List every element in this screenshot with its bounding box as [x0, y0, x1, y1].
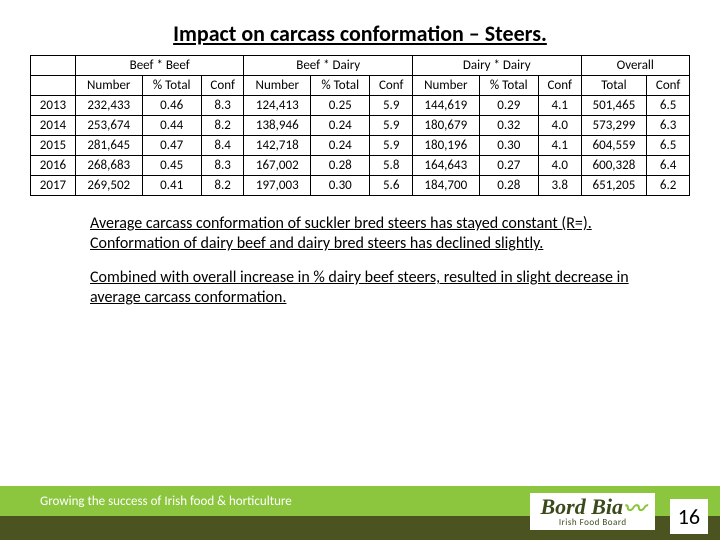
logo-main-text: Bord Bia〰 — [540, 497, 645, 517]
sub-header-row: Number % Total Conf Number % Total Conf … — [31, 76, 690, 96]
data-cell: 0.30 — [311, 176, 370, 196]
sub-pct-2: % Total — [311, 76, 370, 96]
data-cell: 164,643 — [412, 156, 479, 176]
group-header-row: Beef * Beef Beef * Dairy Dairy * Dairy O… — [31, 56, 690, 76]
group-beef-dairy: Beef * Dairy — [244, 56, 413, 76]
data-cell: 8.2 — [201, 116, 244, 136]
data-cell: 4.1 — [538, 136, 581, 156]
data-cell: 0.24 — [311, 116, 370, 136]
sub-number-2: Number — [244, 76, 311, 96]
data-cell: 269,502 — [75, 176, 142, 196]
sub-number-1: Number — [75, 76, 142, 96]
table-container: Beef * Beef Beef * Dairy Dairy * Dairy O… — [0, 55, 720, 196]
data-cell: 138,946 — [244, 116, 311, 136]
data-cell: 144,619 — [412, 96, 479, 116]
data-cell: 6.2 — [647, 176, 690, 196]
group-blank — [31, 56, 76, 76]
data-cell: 142,718 — [244, 136, 311, 156]
data-cell: 4.0 — [538, 116, 581, 136]
data-cell: 124,413 — [244, 96, 311, 116]
data-cell: 5.9 — [370, 96, 413, 116]
data-cell: 0.45 — [142, 156, 201, 176]
data-cell: 6.5 — [647, 96, 690, 116]
footer-tagline: Growing the success of Irish food & hort… — [40, 494, 292, 509]
data-cell: 4.0 — [538, 156, 581, 176]
data-cell: 604,559 — [581, 136, 647, 156]
sub-conf-3: Conf — [538, 76, 581, 96]
data-cell: 651,205 — [581, 176, 647, 196]
sub-pct-1: % Total — [142, 76, 201, 96]
table-row: 2014253,6740.448.2138,9460.245.9180,6790… — [31, 116, 690, 136]
year-cell: 2016 — [31, 156, 76, 176]
data-cell: 0.46 — [142, 96, 201, 116]
data-cell: 8.4 — [201, 136, 244, 156]
paragraph-1: Average carcass conformation of suckler … — [90, 214, 630, 254]
group-overall: Overall — [581, 56, 689, 76]
data-cell: 6.4 — [647, 156, 690, 176]
footer: Growing the success of Irish food & hort… — [0, 486, 720, 540]
data-cell: 167,002 — [244, 156, 311, 176]
data-cell: 501,465 — [581, 96, 647, 116]
data-cell: 268,683 — [75, 156, 142, 176]
data-cell: 232,433 — [75, 96, 142, 116]
data-cell: 3.8 — [538, 176, 581, 196]
data-cell: 0.29 — [479, 96, 538, 116]
sub-conf-overall: Conf — [647, 76, 690, 96]
data-cell: 8.3 — [201, 156, 244, 176]
table-body: 2013232,4330.468.3124,4130.255.9144,6190… — [31, 96, 690, 196]
sub-number-3: Number — [412, 76, 479, 96]
logo-text: Bord Bia — [540, 494, 623, 519]
year-cell: 2017 — [31, 176, 76, 196]
data-cell: 0.44 — [142, 116, 201, 136]
data-cell: 4.1 — [538, 96, 581, 116]
data-cell: 0.25 — [311, 96, 370, 116]
table-row: 2016268,6830.458.3167,0020.285.8164,6430… — [31, 156, 690, 176]
data-table: Beef * Beef Beef * Dairy Dairy * Dairy O… — [30, 55, 690, 196]
data-cell: 0.24 — [311, 136, 370, 156]
data-cell: 0.41 — [142, 176, 201, 196]
data-cell: 6.5 — [647, 136, 690, 156]
paragraph-2: Combined with overall increase in % dair… — [90, 268, 630, 308]
data-cell: 281,645 — [75, 136, 142, 156]
group-beef-beef: Beef * Beef — [75, 56, 244, 76]
data-cell: 6.3 — [647, 116, 690, 136]
data-cell: 5.9 — [370, 136, 413, 156]
year-cell: 2013 — [31, 96, 76, 116]
data-cell: 5.9 — [370, 116, 413, 136]
table-row: 2015281,6450.478.4142,7180.245.9180,1960… — [31, 136, 690, 156]
data-cell: 8.3 — [201, 96, 244, 116]
data-cell: 8.2 — [201, 176, 244, 196]
sub-blank — [31, 76, 76, 96]
logo: Bord Bia〰 Irish Food Board — [530, 493, 655, 530]
logo-swirl-icon: 〰 — [623, 499, 645, 519]
data-cell: 197,003 — [244, 176, 311, 196]
data-cell: 180,679 — [412, 116, 479, 136]
data-cell: 184,700 — [412, 176, 479, 196]
table-row: 2017269,5020.418.2197,0030.305.6184,7000… — [31, 176, 690, 196]
data-cell: 0.28 — [311, 156, 370, 176]
year-cell: 2014 — [31, 116, 76, 136]
table-row: 2013232,4330.468.3124,4130.255.9144,6190… — [31, 96, 690, 116]
sub-conf-2: Conf — [370, 76, 413, 96]
data-cell: 0.30 — [479, 136, 538, 156]
slide-title: Impact on carcass conformation – Steers. — [0, 0, 720, 55]
data-cell: 0.28 — [479, 176, 538, 196]
body-text: Average carcass conformation of suckler … — [0, 196, 720, 332]
year-cell: 2015 — [31, 136, 76, 156]
data-cell: 180,196 — [412, 136, 479, 156]
sub-pct-3: % Total — [479, 76, 538, 96]
data-cell: 253,674 — [75, 116, 142, 136]
page-number: 16 — [670, 499, 708, 534]
sub-conf-1: Conf — [201, 76, 244, 96]
data-cell: 0.47 — [142, 136, 201, 156]
data-cell: 0.27 — [479, 156, 538, 176]
data-cell: 600,328 — [581, 156, 647, 176]
sub-total: Total — [581, 76, 647, 96]
group-dairy-dairy: Dairy * Dairy — [412, 56, 581, 76]
data-cell: 0.32 — [479, 116, 538, 136]
data-cell: 573,299 — [581, 116, 647, 136]
data-cell: 5.6 — [370, 176, 413, 196]
data-cell: 5.8 — [370, 156, 413, 176]
